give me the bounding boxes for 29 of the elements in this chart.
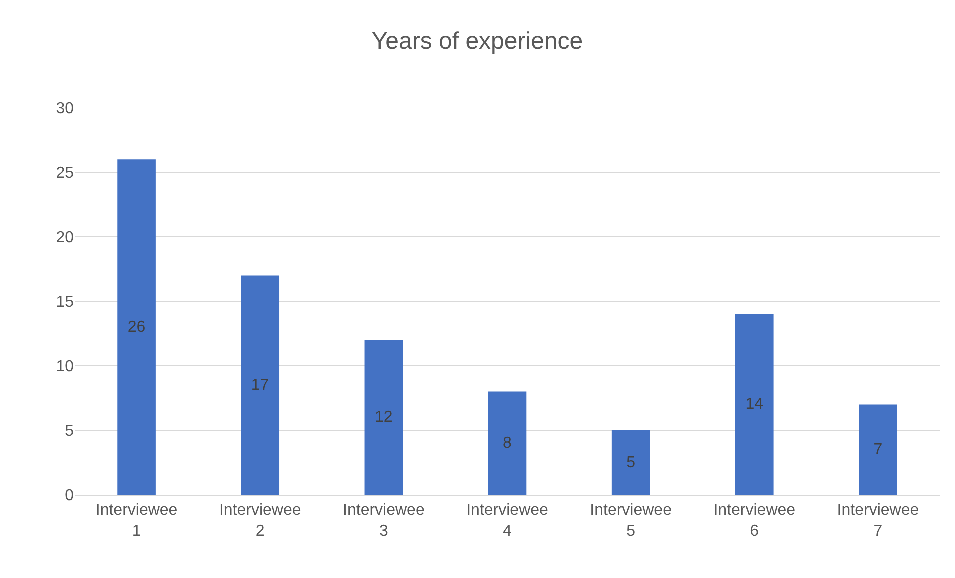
- y-tick-label: 30: [56, 100, 74, 118]
- data-label: 7: [874, 441, 883, 458]
- y-tick-label: 15: [56, 294, 74, 312]
- y-tick-label: 20: [56, 230, 74, 247]
- y-tick-label: 25: [56, 165, 74, 182]
- x-tick-label: Interviewee 1: [96, 502, 178, 540]
- bar: [118, 160, 156, 495]
- data-label: 26: [128, 318, 146, 336]
- data-label: 12: [374, 409, 393, 426]
- bar: [859, 404, 898, 495]
- bar: [241, 276, 280, 495]
- x-tick-label: Interviewee 4: [466, 502, 549, 540]
- data-label: 5: [626, 454, 636, 472]
- x-tick-label: Interviewee 5: [590, 502, 672, 540]
- bar: [735, 314, 774, 495]
- bar: [488, 392, 527, 495]
- x-tick-label: Interviewee 3: [343, 502, 425, 540]
- x-tick-label: Interviewee 6: [714, 502, 796, 540]
- x-tick-label: Interviewee 2: [219, 502, 302, 540]
- y-tick-label: 10: [56, 358, 74, 376]
- bar: [612, 430, 650, 495]
- data-label: 17: [251, 376, 270, 394]
- x-tick-label: Interviewee 7: [837, 502, 920, 540]
- y-tick-label: 5: [65, 423, 74, 440]
- data-label: 14: [746, 396, 764, 414]
- y-tick-label: 0: [65, 488, 74, 505]
- bar: [364, 340, 404, 495]
- chart-title: Years of experience: [372, 28, 584, 55]
- data-label: 8: [503, 434, 512, 452]
